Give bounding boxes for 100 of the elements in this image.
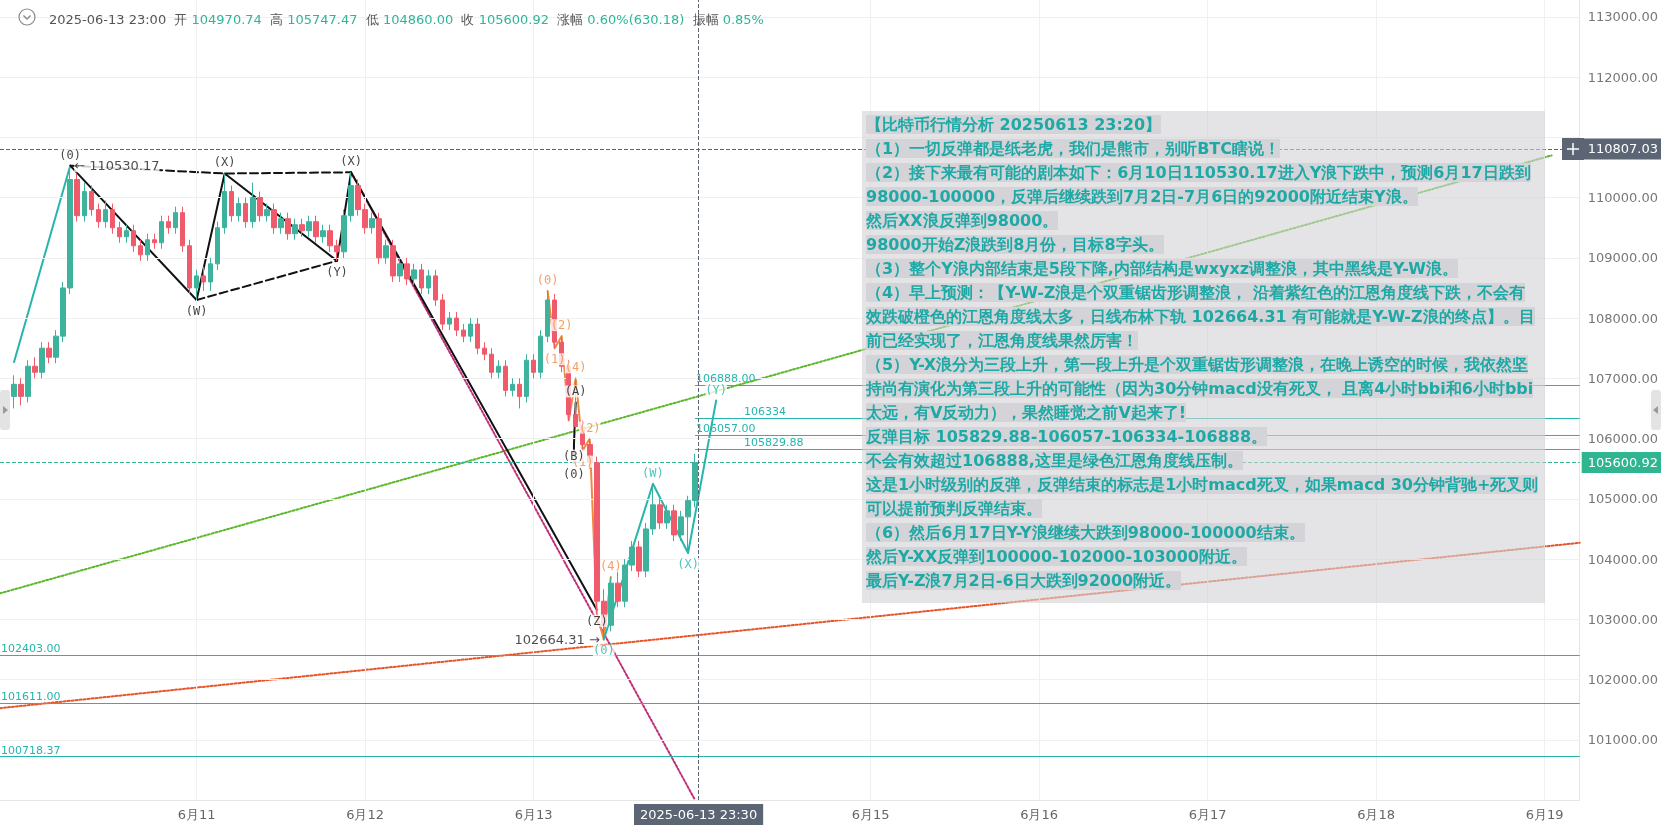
x-tick-label: 6月11 (177, 807, 216, 822)
y-tick-label: 113000.00 (1587, 9, 1659, 25)
candlestick (496, 359, 501, 379)
annotation: (2) (550, 318, 573, 333)
candlestick (145, 233, 150, 262)
annotation: 【比特币行情分析 20250613 23:20】 (866, 115, 1162, 134)
annotation: 反弹目标 105829.88-106057-106334-106888。 (866, 427, 1268, 446)
candlestick (250, 182, 256, 229)
candlestick (538, 329, 543, 379)
annotation: (W) (185, 304, 208, 318)
candlestick (524, 353, 529, 403)
y-tick-label: 105000.00 (1587, 491, 1659, 507)
x-tick-label: 6月15 (851, 807, 890, 822)
annotation: 然后Y-XX反弹到100000-102000-103000附近。 (866, 547, 1247, 566)
x-tick-label: 6月13 (514, 807, 553, 822)
annotation: (X) (677, 557, 699, 572)
candlestick (545, 290, 550, 343)
annotation: （6）然后6月17日Y-Y浪继续大跌到98000-100000结束。 (866, 523, 1305, 542)
x-tick-label: 6月12 (346, 807, 384, 822)
candlestick (531, 353, 536, 379)
annotation: (1) (543, 352, 566, 367)
candlestick (419, 263, 424, 295)
candlestick (131, 224, 136, 253)
candlestick (32, 356, 38, 379)
candlestick (166, 215, 171, 235)
x-tick-label: 6月19 (1525, 807, 1564, 822)
annotation: (2) (578, 420, 601, 435)
annotation: 98000开始Z浪跌到8月份，目标8字头。 (866, 235, 1164, 254)
x-tick-label: 6月18 (1357, 807, 1396, 822)
candlestick (173, 206, 178, 235)
candlestick (138, 239, 143, 262)
annotation: (0) (592, 643, 615, 658)
annotation: 这是1小时级别的反弹，反弹结束的标志是1小时macd死叉，如果macd 30分钟背驰+死叉则可以提前预判反弹结束。 (866, 475, 1539, 518)
ref-line-label: 105600.92 (1587, 455, 1659, 471)
annotation: （3）整个Y浪内部结束是5段下降,内部结构是wxyxz调整浪，其中黑线是Y-W浪。 (866, 259, 1458, 278)
y-tick-label: 109000.00 (1587, 250, 1659, 266)
candlestick (208, 257, 213, 292)
candlestick (608, 576, 614, 632)
candlestick (615, 570, 621, 608)
candlestick (671, 504, 677, 542)
annotation: (Y) (705, 382, 727, 397)
candlestick (440, 293, 445, 331)
y-tick-label: 112000.00 (1587, 69, 1659, 85)
candlestick (222, 172, 227, 235)
candlestick (489, 347, 494, 379)
candlestick (475, 317, 480, 355)
candlestick (159, 215, 164, 250)
candlestick (180, 206, 185, 253)
candlestick (271, 203, 277, 235)
x-tick-label: 6月16 (1020, 807, 1059, 822)
candlestick (299, 218, 305, 238)
candlestick (369, 212, 375, 235)
annotation: (0) (563, 466, 585, 481)
candlestick (411, 263, 417, 286)
candlestick (461, 323, 466, 343)
candlestick (194, 269, 199, 301)
annotation: (X) (340, 154, 362, 169)
candlestick (390, 239, 396, 283)
candlestick (187, 239, 192, 295)
candlestick (657, 498, 663, 530)
candlestick (285, 212, 291, 241)
ref-line-label: 2025-06-13 23:30 (640, 807, 758, 822)
candlestick (201, 266, 206, 292)
annotation: (0) (536, 272, 559, 287)
candlestick (454, 311, 459, 337)
candlestick (74, 172, 80, 223)
annotation: (4) (564, 360, 587, 375)
annotation: 然后XX浪反弹到98000。 (866, 211, 1059, 230)
candlestick (18, 377, 24, 406)
annotation: 不会有效超过106888,这里是绿色江恩角度线压制。 (866, 451, 1243, 470)
candlestick (25, 359, 31, 403)
candlestick (320, 224, 326, 244)
candlestick (306, 215, 312, 238)
candlestick (257, 191, 263, 223)
annotation: (Z) (585, 613, 608, 628)
y-tick-label: 102000.00 (1587, 672, 1659, 688)
x-tick-label: 6月17 (1188, 807, 1227, 822)
candlestick (46, 341, 52, 364)
candlestick (397, 257, 403, 283)
candlestick (117, 221, 122, 244)
annotation: (Y) (326, 264, 348, 279)
y-tick-label: 108000.00 (1587, 310, 1659, 326)
candlestick (664, 504, 670, 530)
y-tick-label: 104000.00 (1587, 551, 1659, 567)
annotation: (W) (642, 465, 664, 480)
candlestick (124, 224, 129, 244)
annotation: 最后Y-Z浪7月2日-6日大跌到92000附近。 (866, 571, 1182, 590)
candlestick (426, 269, 431, 295)
candlestick (236, 197, 241, 223)
candlestick (229, 185, 234, 223)
ref-line-label: 110807.03 (1587, 141, 1659, 157)
candlestick (383, 239, 389, 265)
candlestick (103, 200, 108, 229)
candlestick (11, 374, 17, 409)
candlestick (82, 182, 87, 223)
y-tick-label: 106000.00 (1587, 431, 1659, 447)
annotation: （4）早上预测：【Y-W-Z浪是个双重锯齿形调整浪， 沿着紫红色的江恩角度线下跌，不会有效跌破橙色的江恩角度线太多，日线布林下轨 102664.31 有可能就是Y-W-Z浪的终点】。目前已经实现了，江恩角度线果然厉害！ (866, 283, 1535, 350)
candlestick (243, 197, 248, 229)
candlestick (517, 377, 522, 409)
candlestick (433, 269, 438, 307)
